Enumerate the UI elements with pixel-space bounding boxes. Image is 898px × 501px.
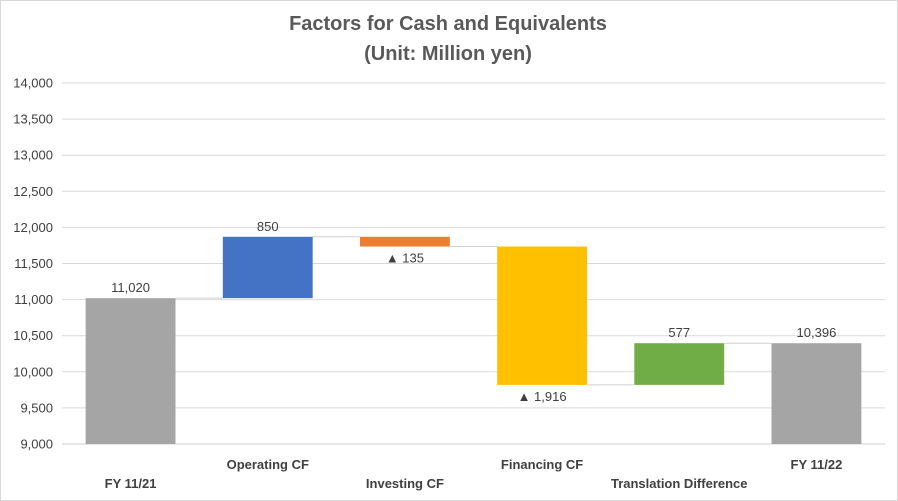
x-category-label: FY 11/22 bbox=[791, 457, 843, 472]
bar-operating-cf bbox=[222, 236, 313, 299]
chart-title: Factors for Cash and Equivalents bbox=[289, 13, 607, 35]
bar-financing-cf bbox=[497, 246, 588, 385]
data-label: 10,396 bbox=[797, 325, 837, 340]
bar-translation-difference bbox=[634, 343, 725, 385]
chart-subtitle: (Unit: Million yen) bbox=[364, 43, 532, 65]
bars bbox=[85, 236, 862, 444]
connector-lines bbox=[175, 236, 772, 386]
data-label: ▲ 135 bbox=[386, 251, 424, 266]
x-category-label: Investing CF bbox=[366, 476, 444, 491]
x-category-label: Translation Difference bbox=[611, 476, 748, 491]
bar-fy-11-21 bbox=[85, 298, 176, 444]
data-label: 11,020 bbox=[111, 280, 150, 295]
data-label: ▲ 1,916 bbox=[518, 389, 567, 404]
data-label: 577 bbox=[668, 325, 690, 340]
y-tick-label: 11,000 bbox=[14, 292, 53, 307]
y-tick-label: 12,000 bbox=[13, 220, 53, 235]
gridlines bbox=[62, 82, 885, 445]
y-tick-label: 9,500 bbox=[20, 400, 53, 415]
y-axis-ticks: 9,000 9,500 10,000 10,500 11,000 11,500 12,000… bbox=[13, 76, 53, 452]
y-tick-label: 13,000 bbox=[13, 148, 53, 163]
y-tick-label: 11,500 bbox=[14, 256, 53, 271]
x-axis-labels: FY 11/21 Operating CF Investing CF Financin… bbox=[105, 457, 843, 491]
x-category-label: FY 11/21 bbox=[105, 476, 157, 491]
bar-investing-cf bbox=[359, 236, 450, 247]
y-tick-label: 10,000 bbox=[13, 364, 53, 379]
y-tick-label: 9,000 bbox=[20, 437, 53, 452]
data-label: 850 bbox=[257, 219, 279, 234]
bar-fy-11-22 bbox=[771, 343, 862, 444]
data-labels: 11,020 850 ▲ 135 ▲ 1,916 577 10,396 bbox=[111, 219, 836, 404]
y-tick-label: 12,500 bbox=[13, 184, 53, 199]
y-tick-label: 10,500 bbox=[13, 328, 53, 343]
x-category-label: Operating CF bbox=[227, 457, 309, 472]
y-tick-label: 14,000 bbox=[13, 76, 53, 91]
x-category-label: Financing CF bbox=[501, 457, 583, 472]
y-tick-label: 13,500 bbox=[13, 112, 53, 127]
